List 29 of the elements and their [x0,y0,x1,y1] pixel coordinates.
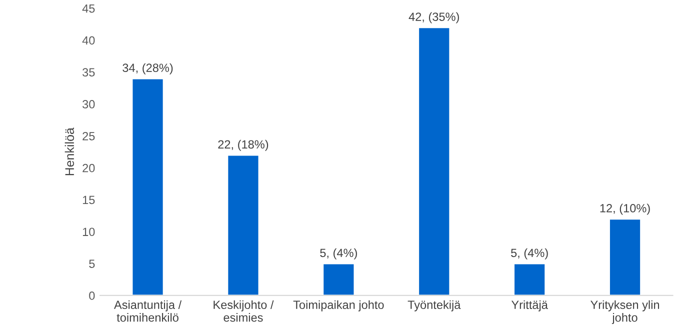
y-tick-label: 45 [82,4,95,13]
x-tick-label: Yrityksen ylin johto [590,300,660,324]
y-tick-label: 20 [82,164,95,172]
y-tick-label: 0 [89,292,95,300]
x-tick-label: Asiantuntija / toimihenkilö [114,300,182,322]
data-label: 12, (10%) [600,204,650,215]
x-tick-label: Työntekijä [408,300,461,312]
y-tick-label: 25 [82,132,95,140]
x-tick-label: Yrittäjä [511,300,548,312]
y-tick-label: 10 [82,228,95,236]
bar [226,154,260,296]
bar [418,26,451,296]
y-tick-label: 40 [82,36,95,45]
bar [608,218,642,296]
data-label: 5, (4%) [511,248,548,260]
y-tick-label: 35 [82,68,95,77]
y-tick-label: 15 [82,196,95,204]
y-tick-label: 30 [82,100,95,108]
y-tick-label: 5 [89,260,95,268]
x-tick-label: Keskijohto / esimies [214,300,274,322]
bar [513,262,546,296]
data-label: 22, (18%) [218,140,268,151]
data-label: 34, (28%) [122,63,173,74]
bar [322,262,356,296]
bar [131,78,164,296]
data-label: 42, (35%) [408,12,459,24]
data-label: 5, (4%) [320,248,357,260]
y-axis-title: Henkilöä [64,128,74,176]
x-tick-label: Toimipaikan johto [293,300,384,312]
